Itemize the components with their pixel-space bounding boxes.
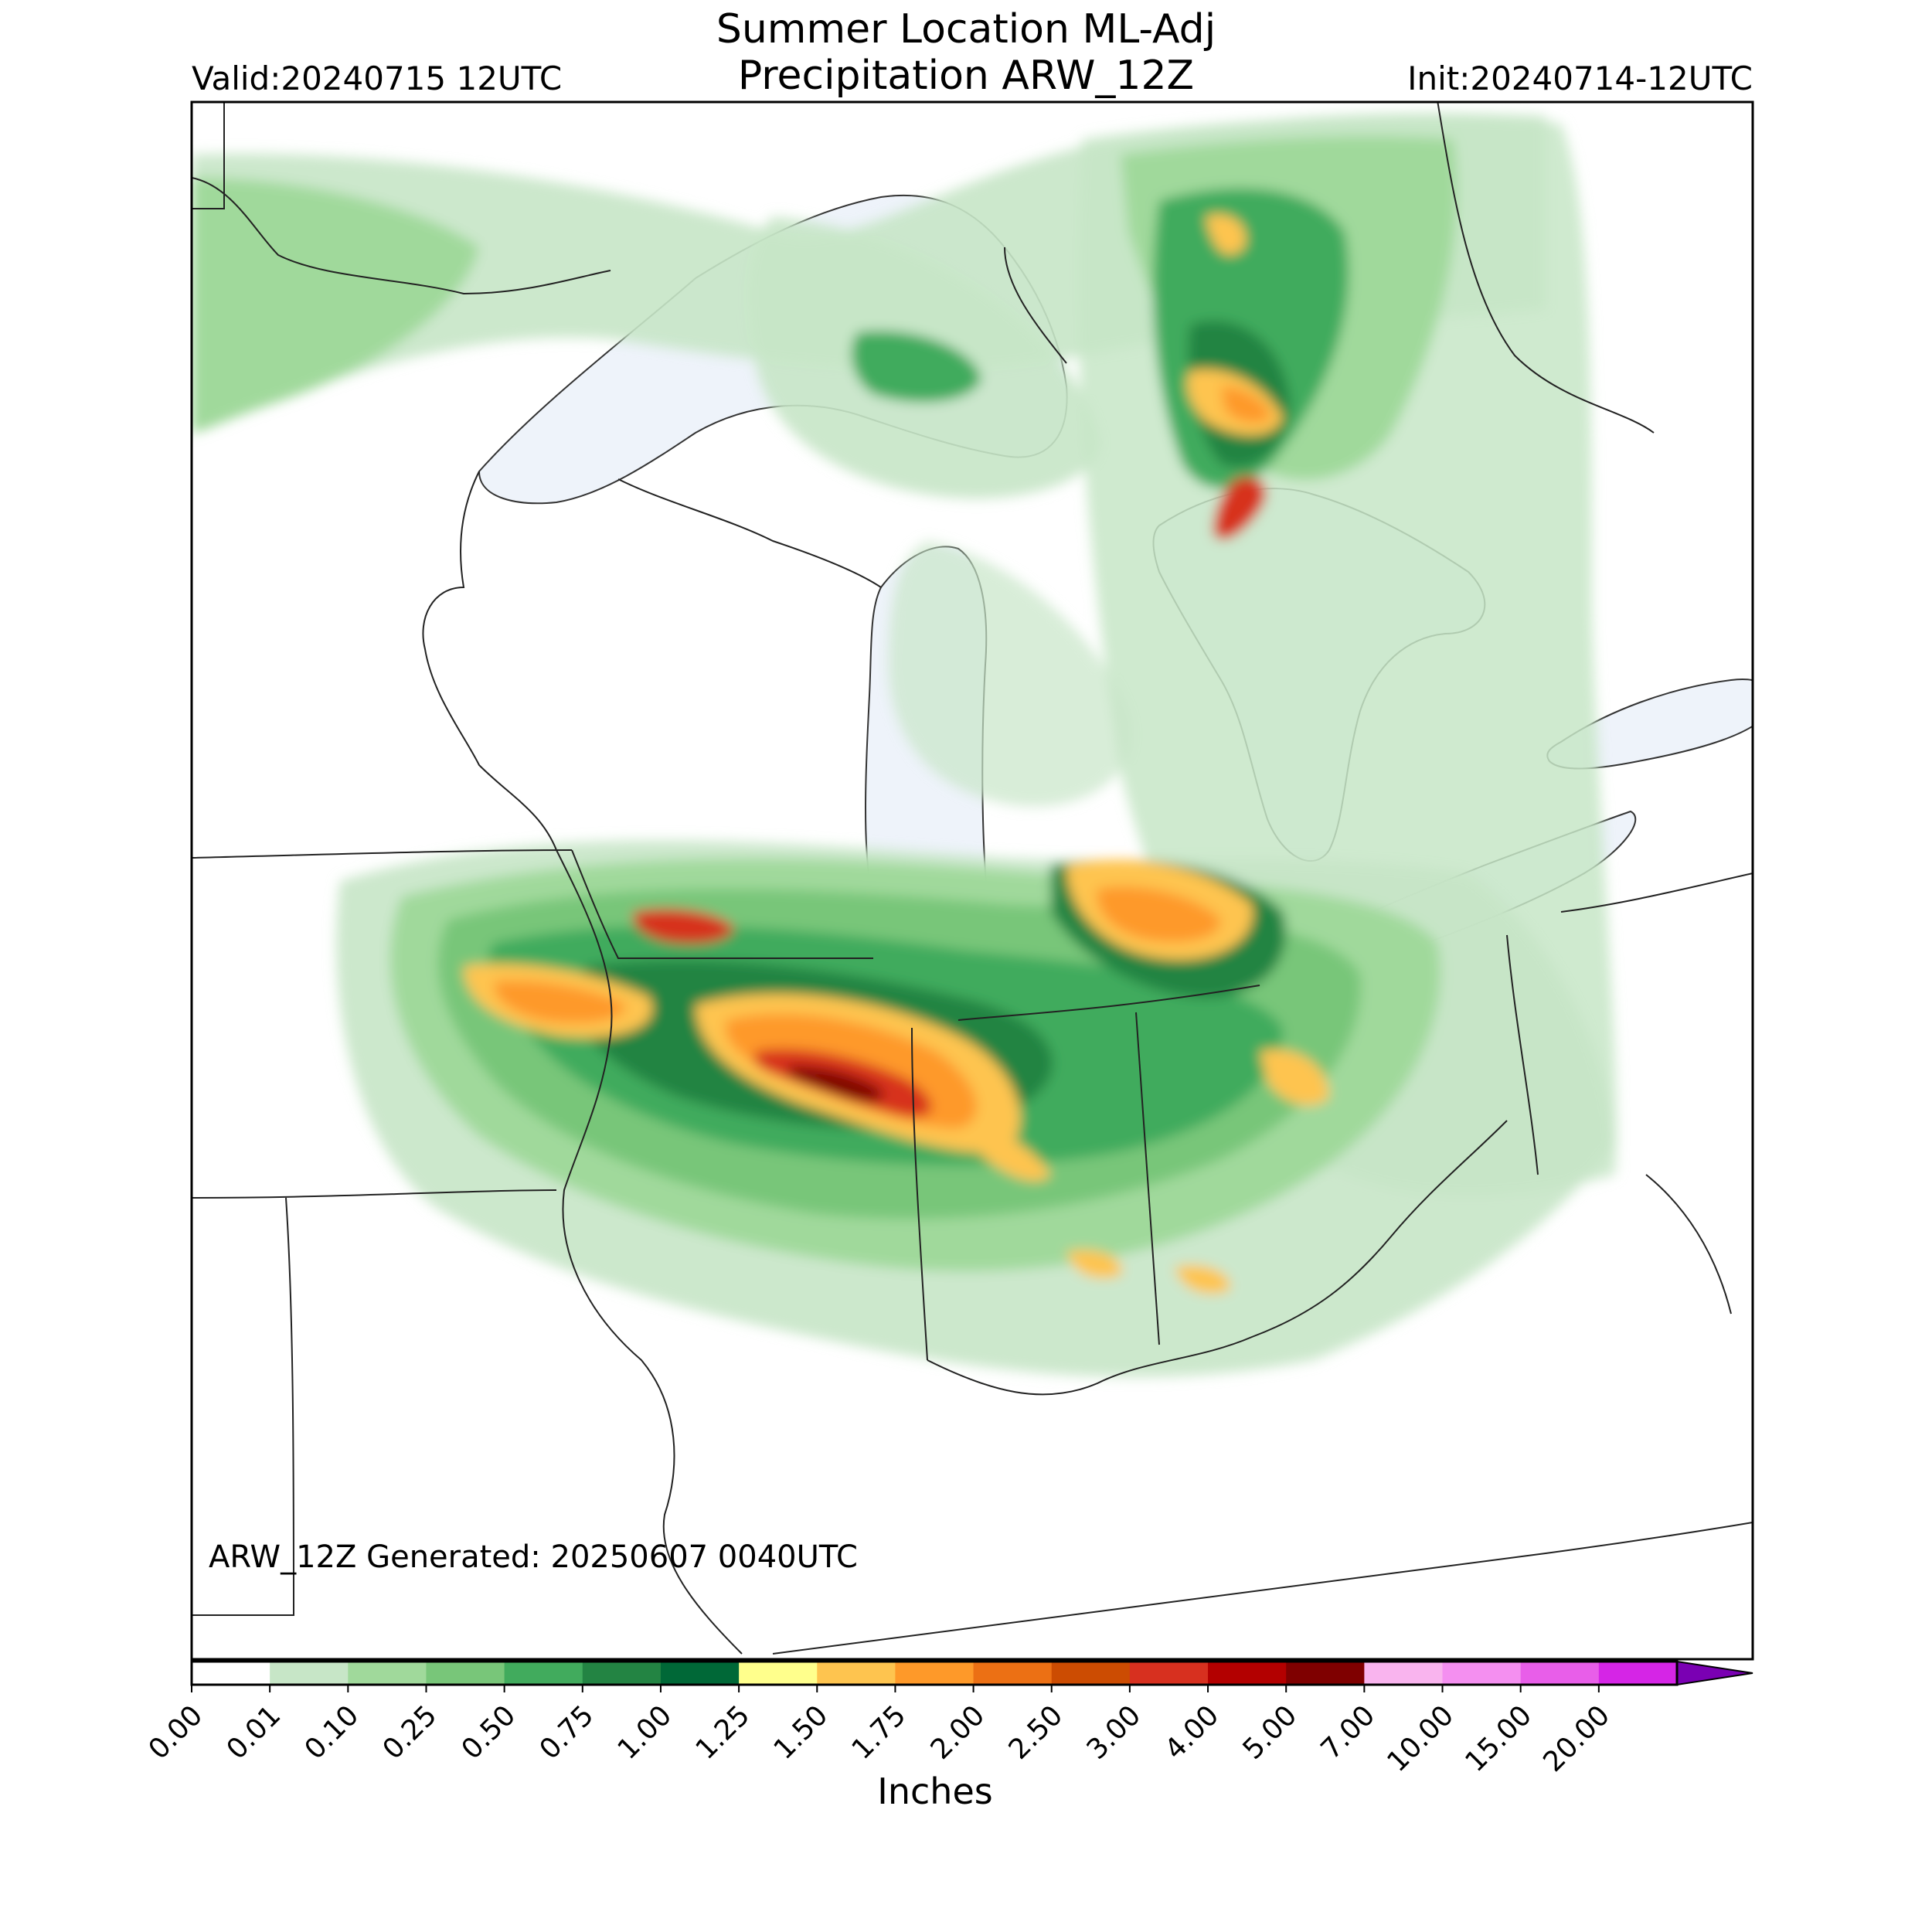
colorbar-box [973, 1662, 1053, 1685]
boundaries [192, 102, 1753, 1655]
colorbar-box [1598, 1662, 1678, 1685]
colorbar-box [348, 1662, 427, 1685]
colorbar-box [895, 1662, 975, 1685]
colorbar-box [1364, 1662, 1444, 1685]
border-mn-canada [192, 102, 225, 209]
colorbar-label-text: Inches [877, 1770, 993, 1812]
colorbar-box [426, 1662, 505, 1685]
border-il-in [911, 1027, 928, 1361]
map-content [192, 102, 1753, 1655]
generated-timestamp: ARW_12Z Generated: 20250607 0040UTC [209, 1539, 858, 1575]
colorbar-box [660, 1662, 740, 1685]
colorbar-box [817, 1662, 896, 1685]
colorbar-frame [190, 1660, 1679, 1686]
precip-field [192, 113, 1617, 1377]
border-oh-pa [1506, 934, 1539, 1175]
colorbar-box [1208, 1662, 1287, 1685]
mississippi-river [556, 849, 743, 1655]
colorbar-extend-arrow [1676, 1660, 1753, 1686]
colorbar-box [1520, 1662, 1600, 1685]
state-line-ia-mo [192, 1189, 557, 1199]
colorbar-box [1286, 1662, 1365, 1685]
coastline-superior-west [192, 177, 611, 295]
colorbar-box [1129, 1662, 1209, 1685]
border-wi-il [571, 849, 873, 960]
border-mn-wi [422, 471, 557, 851]
ohio-river [927, 1120, 1508, 1396]
border-wv [1645, 1174, 1732, 1315]
title-line-2: Precipitation ARW_12Z [737, 53, 1195, 99]
border-canada [1437, 102, 1655, 434]
colorbar-box [192, 1662, 270, 1685]
colorbar-box [582, 1662, 662, 1685]
state-line-in-mi-oh [957, 985, 1260, 1021]
coast-superior-north [1004, 247, 1067, 364]
border-wi-mi-up [617, 478, 882, 588]
border-in-oh [1135, 1012, 1160, 1345]
init-time-label: Init:20240714-12UTC [1407, 60, 1753, 97]
state-line-north-ia [192, 849, 573, 859]
colorbar-box [504, 1662, 583, 1685]
colorbar-box [1051, 1662, 1131, 1685]
valid-time-label: Valid:20240715 12UTC [192, 60, 563, 97]
border-mo [192, 1197, 295, 1617]
colorbar-box [1442, 1662, 1522, 1685]
colorbar-boxes [192, 1662, 1678, 1685]
state-line-ky-tn [772, 1522, 1753, 1655]
colorbar-box [270, 1662, 349, 1685]
colorbar-box [739, 1662, 818, 1685]
title-line-1: Summer Location ML-Adj [716, 6, 1216, 53]
state-line-ny-pa [1560, 872, 1753, 913]
map-frame [190, 100, 1754, 1661]
